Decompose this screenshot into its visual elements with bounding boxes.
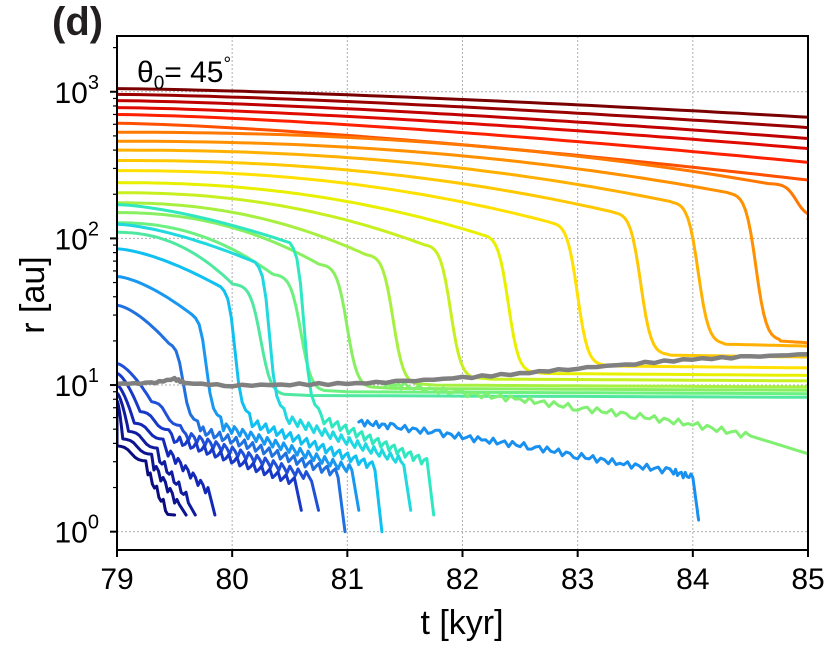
inner-series-line: [117, 383, 217, 517]
theta-annotation: θ0= 45°: [137, 54, 231, 94]
panel-label: (d): [52, 0, 103, 44]
inner-series-line: [117, 203, 436, 517]
x-tick-label: 81: [331, 563, 364, 596]
x-tick-label: 80: [215, 563, 248, 596]
inner-series-line: [117, 247, 384, 534]
outer-series-line: [117, 230, 808, 399]
inner-series-line: [117, 222, 413, 512]
outer-series-line: [117, 113, 808, 164]
outer-series-line: [117, 191, 808, 383]
degree-sign: °: [224, 54, 232, 75]
y-tick-label: 102: [55, 218, 100, 256]
x-axis-label: t [kyr]: [420, 604, 503, 642]
inner-series-line: [117, 275, 361, 512]
inner-series-line: [117, 391, 197, 517]
outer-series-line: [117, 92, 808, 130]
x-tick-label: 84: [676, 563, 709, 596]
outer-series-line: [117, 99, 808, 140]
outer-series-line: [117, 201, 808, 389]
outer-series-line: [117, 106, 808, 150]
y-tick-label: 103: [55, 72, 100, 110]
theta-symbol: θ: [137, 56, 154, 89]
theta-subscript: 0: [154, 73, 165, 94]
inner-series-line: [117, 406, 177, 517]
theta-value: = 45: [164, 56, 223, 89]
outer-series-line: [117, 87, 808, 119]
outer-series-line: [117, 169, 808, 370]
y-axis-label: r [au]: [14, 256, 52, 333]
x-tick-label: 83: [561, 563, 594, 596]
x-ticks: 79 80 81 82 83 84 85: [100, 550, 825, 596]
inner-series-line: [117, 399, 188, 517]
outer-series-line: [117, 130, 808, 221]
inner-series-line: [117, 371, 303, 512]
x-tick-label: 82: [446, 563, 479, 596]
y-ticks: 100 101 102 103: [55, 47, 117, 550]
x-tick-label: 85: [791, 563, 824, 596]
outer-series-line: [117, 159, 808, 359]
mid-series-line: [357, 418, 701, 522]
outer-series-line: [117, 139, 808, 345]
y-tick-label: 100: [55, 512, 100, 550]
mid-series-line: [380, 380, 808, 456]
inner-series-line: [117, 303, 347, 534]
outer-series-line: [117, 211, 808, 392]
data-series: [117, 87, 808, 534]
grid: [117, 36, 808, 550]
x-tick-label: 79: [100, 563, 133, 596]
outer-series-line: [117, 181, 808, 377]
y-tick-label: 101: [55, 365, 100, 403]
outer-series-line: [117, 148, 808, 348]
gray-series-line: [117, 352, 808, 389]
